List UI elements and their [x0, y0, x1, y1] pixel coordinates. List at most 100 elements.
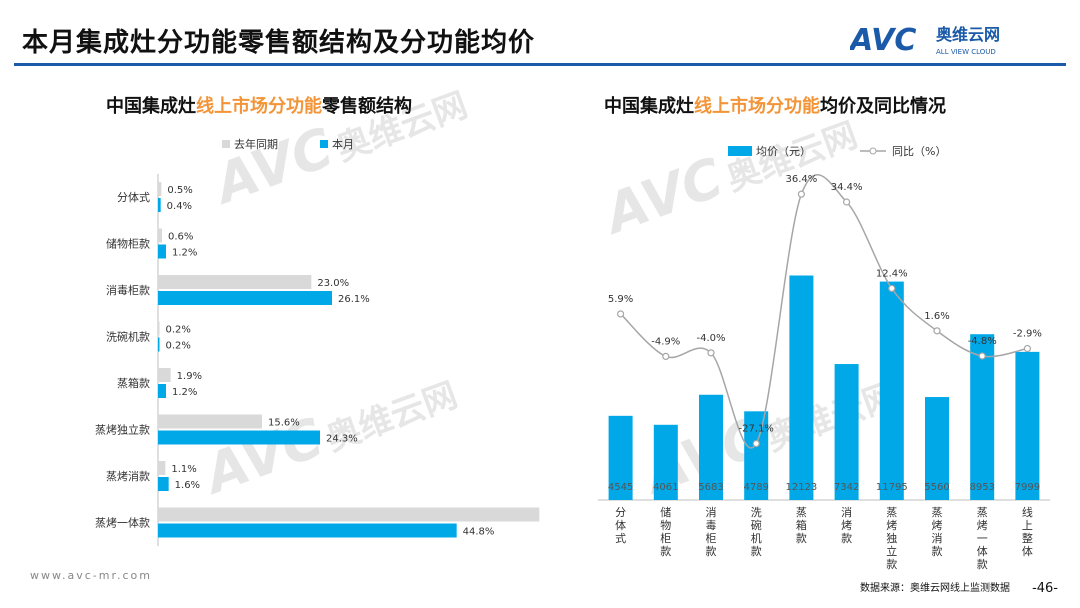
- yoy-value-label: 36.4%: [786, 174, 818, 185]
- category-label: 分体式: [117, 190, 150, 204]
- category-label: 分体式: [615, 506, 626, 545]
- bar-this-month: [158, 198, 161, 212]
- bar-value-label: 1.2%: [172, 387, 197, 398]
- yoy-point: [707, 349, 715, 357]
- category-label: 消毒柜款: [106, 283, 150, 297]
- right-chart-title: 中国集成灶线上市场分功能均价及同比情况: [604, 96, 946, 117]
- data-source: 数据来源：奥维云网线上监测数据: [860, 583, 1010, 594]
- legend-marker-yoy: [869, 147, 877, 155]
- bar-last-year: [158, 461, 166, 475]
- yoy-point: [933, 327, 941, 335]
- category-label: 蒸烤独立款: [95, 423, 150, 437]
- bar-value-label: 24.3%: [326, 434, 358, 445]
- category-label: 蒸箱款: [117, 376, 150, 390]
- yoy-value-label: 1.6%: [924, 311, 949, 322]
- left-chart-title: 中国集成灶线上市场分功能零售额结构: [106, 96, 412, 117]
- yoy-point: [1023, 344, 1031, 353]
- bar-this-month: [158, 477, 169, 491]
- bar-this-month: [158, 430, 320, 445]
- price-bar: [653, 424, 678, 500]
- yoy-point: [616, 310, 625, 318]
- yoy-point: [797, 190, 805, 198]
- yoy-value-label: -4.8%: [968, 336, 997, 347]
- category-label: 蒸烤消款: [106, 469, 150, 483]
- yoy-line: [620, 174, 1028, 449]
- yoy-value-label: 12.4%: [876, 268, 908, 279]
- legend-label-this-month: 本月: [332, 137, 354, 151]
- legend-label-last-year: 去年同期: [234, 137, 278, 151]
- category-label: 储物柜款: [660, 505, 671, 558]
- price-combo-chart: 均价（元） 同比（%） 4545 分体式 4061 储物柜款 5683 消毒柜款 4789 洗碗机…: [598, 145, 1050, 570]
- category-label: 储物柜款: [106, 237, 150, 251]
- bar-value-label: 0.2%: [166, 325, 191, 336]
- price-bar: [834, 364, 859, 500]
- yoy-point: [888, 284, 896, 293]
- bar-last-year: [158, 275, 312, 289]
- bar-value-label: 0.6%: [168, 232, 193, 243]
- price-bar: [925, 397, 949, 500]
- bar-value-label: 15.6%: [268, 418, 300, 429]
- price-bar: [744, 411, 769, 500]
- category-label: 蒸烤一体款: [95, 516, 150, 530]
- bar-value-label: 0.5%: [167, 185, 192, 196]
- category-label: 洗碗机款: [106, 330, 150, 344]
- bar-value-label: 26.1%: [338, 294, 370, 305]
- page-number: -46-: [1032, 581, 1058, 596]
- category-label: 消毒柜款: [706, 505, 717, 558]
- brand-logo: AVC 奥维云网 ALL VIEW CLOUD: [850, 23, 1000, 58]
- legend-label-price: 均价（元）: [756, 145, 811, 158]
- bar-last-year: [158, 228, 162, 243]
- yoy-value-label: -27.1%: [739, 424, 774, 435]
- category-label: 蒸箱款: [796, 506, 807, 545]
- footer-url: www.avc-mr.com: [30, 569, 152, 582]
- price-bar: [608, 415, 633, 500]
- bar-value-label: 1.1%: [171, 464, 196, 475]
- bar-this-month: [158, 244, 166, 259]
- logo-mark: AVC: [850, 23, 916, 58]
- legend-swatch-price: [728, 146, 752, 156]
- price-bar: [699, 394, 723, 500]
- yoy-point: [662, 352, 670, 360]
- bar-value-label: 1.6%: [175, 480, 200, 491]
- price-value-label: 7342: [834, 482, 859, 493]
- price-value-label: 4789: [743, 482, 768, 493]
- legend-swatch-last-year: [222, 140, 230, 148]
- bar-this-month: [158, 291, 332, 305]
- bar-last-year: [158, 368, 171, 382]
- yoy-value-label: -2.9%: [1013, 329, 1042, 340]
- bar-last-year: [158, 321, 160, 336]
- category-label: 蒸烤独立款: [886, 506, 897, 570]
- price-value-label: 5683: [698, 482, 723, 493]
- bar-last-year: [158, 414, 262, 429]
- price-value-label: 8953: [969, 482, 994, 493]
- yoy-point: [978, 352, 986, 360]
- yoy-value-label: -4.0%: [696, 333, 725, 344]
- price-bar: [879, 281, 904, 500]
- price-value-label: 11795: [876, 482, 908, 493]
- yoy-value-label: -4.9%: [651, 336, 680, 347]
- category-label: 蒸烤消款: [932, 506, 943, 558]
- price-value-label: 12123: [785, 482, 817, 493]
- bar-value-label: 0.2%: [166, 341, 191, 352]
- logo-brand: 奥维云网: [936, 25, 1000, 44]
- price-value-label: 7999: [1015, 482, 1040, 493]
- bar-value-label: 0.4%: [167, 201, 192, 212]
- page-title: 本月集成灶分功能零售额结构及分功能均价: [22, 28, 536, 58]
- bar-value-label: 1.9%: [177, 371, 202, 382]
- bar-this-month: [158, 523, 457, 538]
- yoy-point: [843, 198, 851, 206]
- category-label: 线上整体: [1022, 505, 1033, 558]
- legend-label-yoy: 同比（%）: [892, 145, 946, 158]
- price-value-label: 4545: [608, 482, 633, 493]
- bar-last-year: [158, 182, 162, 196]
- yoy-point: [752, 440, 760, 448]
- logo-tagline: ALL VIEW CLOUD: [936, 48, 996, 56]
- price-bar: [1015, 351, 1040, 500]
- bar-value-label: 23.0%: [317, 278, 349, 289]
- price-value-label: 4061: [653, 482, 678, 493]
- category-label: 蒸烤一体款: [977, 506, 988, 570]
- bar-value-label: 44.8%: [463, 527, 495, 538]
- bar-this-month: [158, 337, 160, 352]
- yoy-value-label: 34.4%: [831, 182, 863, 193]
